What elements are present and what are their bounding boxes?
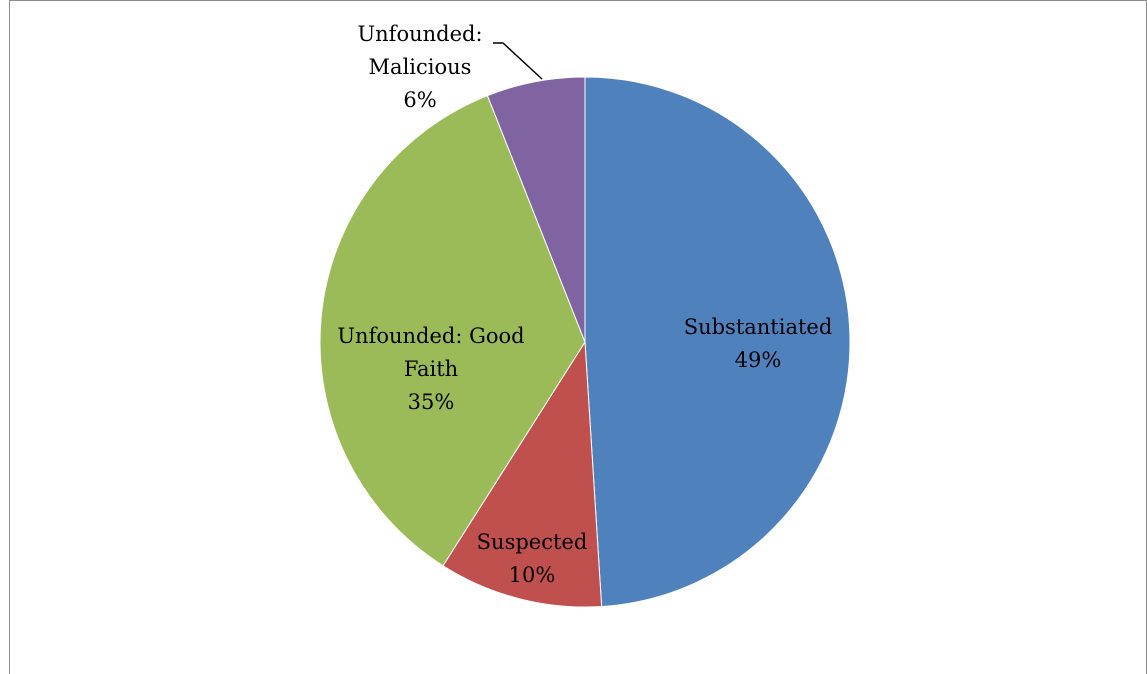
- leader-line-unfounded-malicious: [493, 42, 543, 80]
- pie-label-unfounded-good-faith: Unfounded: Good Faith 35%: [337, 324, 524, 414]
- pie-slice-suspected: [442, 340, 603, 608]
- pie-slice-unfounded-malicious: [486, 76, 586, 343]
- pie-labels: Substantiated 49% Suspected 10% Unfounded: G…: [337, 22, 832, 587]
- pie-slice-substantiated: [584, 76, 851, 608]
- pie-slices: [319, 76, 851, 608]
- pie-label-suspected: Suspected 10%: [477, 530, 588, 587]
- pie-slice-unfounded-good-faith: [319, 94, 586, 567]
- pie-label-unfounded-malicious: Unfounded: Malicious 6%: [357, 22, 482, 112]
- pie-label-substantiated: Substantiated 49%: [684, 315, 833, 372]
